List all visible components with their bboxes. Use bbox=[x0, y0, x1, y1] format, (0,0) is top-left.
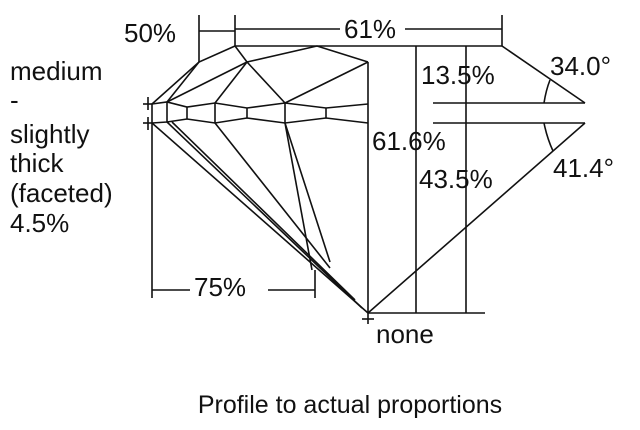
crown-outline bbox=[151, 45, 502, 313]
girdle-label-1: medium bbox=[10, 56, 103, 86]
table-dimension bbox=[235, 15, 503, 46]
girdle-label-5: (faceted) bbox=[10, 178, 113, 208]
girdle-label-2: - bbox=[10, 85, 19, 115]
girdle-label-6: 4.5% bbox=[10, 208, 70, 238]
crown-height-label: 13.5% bbox=[421, 60, 495, 90]
girdle-label-3: slightly bbox=[10, 119, 90, 149]
girdle bbox=[143, 97, 369, 130]
culet-label: none bbox=[376, 319, 434, 349]
crown-percent-label: 50% bbox=[122, 18, 179, 48]
table-percent-label: 61% bbox=[342, 14, 399, 44]
lower-half-label: 75% bbox=[192, 272, 249, 302]
total-depth-label: 61.6% bbox=[372, 126, 446, 156]
crown-dimension bbox=[198, 15, 236, 62]
diagram-caption: Profile to actual proportions bbox=[197, 391, 503, 419]
girdle-label-4: thick bbox=[10, 148, 64, 178]
lower-half-dimension bbox=[151, 123, 316, 298]
right-profile bbox=[362, 45, 586, 324]
angle-arcs bbox=[543, 79, 554, 152]
pavilion-facets bbox=[151, 121, 369, 314]
pavilion-angle-label: 41.4° bbox=[553, 153, 615, 183]
crown-angle-label: 34.0° bbox=[550, 51, 612, 81]
pavilion-depth-label: 43.5% bbox=[419, 164, 493, 194]
